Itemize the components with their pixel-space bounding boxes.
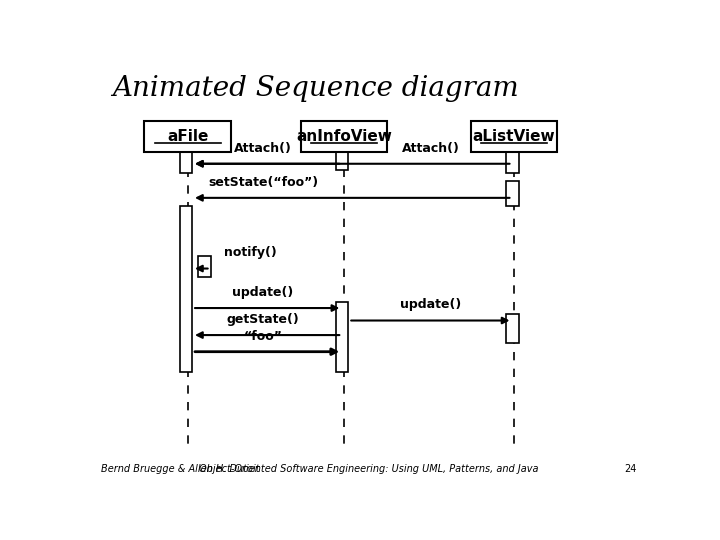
Text: Object-Oriented Software Engineering: Using UML, Patterns, and Java: Object-Oriented Software Engineering: Us… xyxy=(199,464,539,474)
Bar xyxy=(506,152,518,173)
Bar xyxy=(471,121,557,152)
Bar xyxy=(506,314,518,343)
Text: Attach(): Attach() xyxy=(234,141,292,154)
Bar xyxy=(198,256,210,277)
Bar xyxy=(336,302,348,373)
Text: anInfoView: anInfoView xyxy=(296,129,392,144)
Text: aListView: aListView xyxy=(473,129,555,144)
Bar xyxy=(180,152,192,173)
Bar xyxy=(180,206,192,373)
Bar xyxy=(336,152,348,170)
Text: notify(): notify() xyxy=(224,246,276,259)
Text: Attach(): Attach() xyxy=(402,141,459,154)
Text: Bernd Bruegge & Allen H. Dutoit: Bernd Bruegge & Allen H. Dutoit xyxy=(101,464,260,474)
Text: Animated Sequence diagram: Animated Sequence diagram xyxy=(112,75,519,102)
Bar xyxy=(301,121,387,152)
Text: “foo”: “foo” xyxy=(243,329,282,342)
Bar xyxy=(145,121,231,152)
Bar xyxy=(506,181,518,206)
Text: getState(): getState() xyxy=(227,313,300,326)
Text: 24: 24 xyxy=(624,464,637,474)
Text: update(): update() xyxy=(400,299,461,312)
Text: update(): update() xyxy=(233,286,294,299)
Text: aFile: aFile xyxy=(167,129,208,144)
Text: setState(“foo”): setState(“foo”) xyxy=(208,176,318,188)
